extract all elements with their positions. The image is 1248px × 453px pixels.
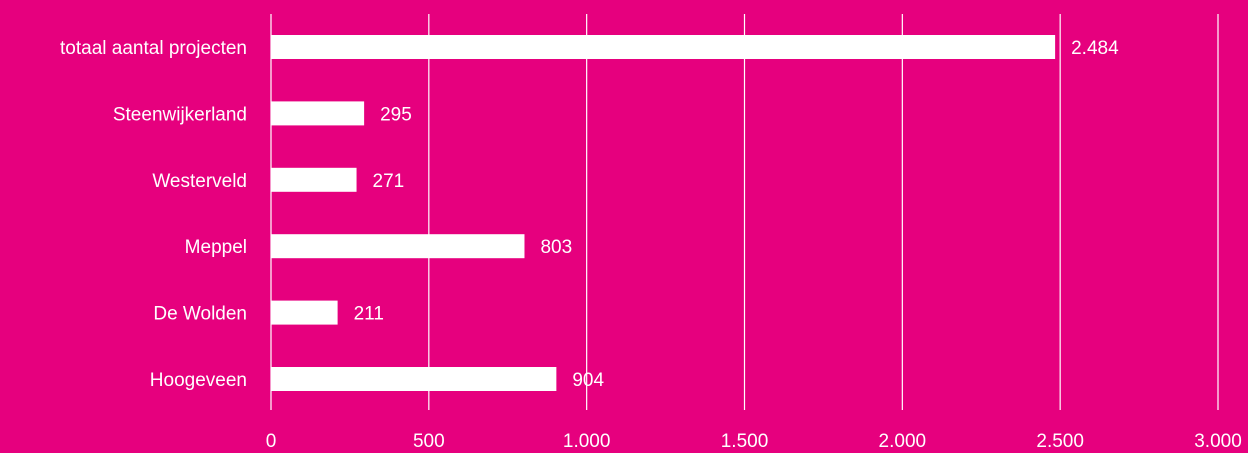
bars [271, 35, 1056, 391]
gridlines [270, 14, 1219, 410]
bar [271, 234, 525, 259]
data-label: 904 [572, 370, 604, 391]
bar [271, 101, 365, 126]
x-tick-label: 0 [266, 431, 277, 452]
category-label: Steenwijkerland [113, 104, 247, 125]
data-label: 211 [354, 304, 384, 325]
x-tick-label: 1.000 [563, 431, 611, 452]
data-label: 2.484 [1071, 38, 1119, 59]
category-label: totaal aantal projecten [60, 38, 247, 59]
bar [271, 300, 338, 325]
category-label: Westerveld [152, 171, 247, 192]
x-tick-label: 2.000 [879, 431, 927, 452]
category-label: Meppel [185, 237, 247, 258]
category-label: De Wolden [153, 304, 247, 325]
labels: 0 500 1.000 1.500 2.000 2.500 3.000 totaal aant… [60, 38, 1242, 452]
x-tick-label: 1.500 [721, 431, 769, 452]
bar [271, 167, 357, 192]
x-tick-label: 3.000 [1194, 431, 1242, 452]
x-tick-label: 500 [413, 431, 445, 452]
data-label: 803 [540, 237, 572, 258]
bar [271, 367, 557, 391]
category-label: Hoogeveen [150, 370, 247, 391]
data-label: 271 [373, 171, 405, 192]
bar [271, 35, 1056, 59]
data-label: 295 [380, 104, 412, 125]
x-tick-label: 2.500 [1036, 431, 1084, 452]
